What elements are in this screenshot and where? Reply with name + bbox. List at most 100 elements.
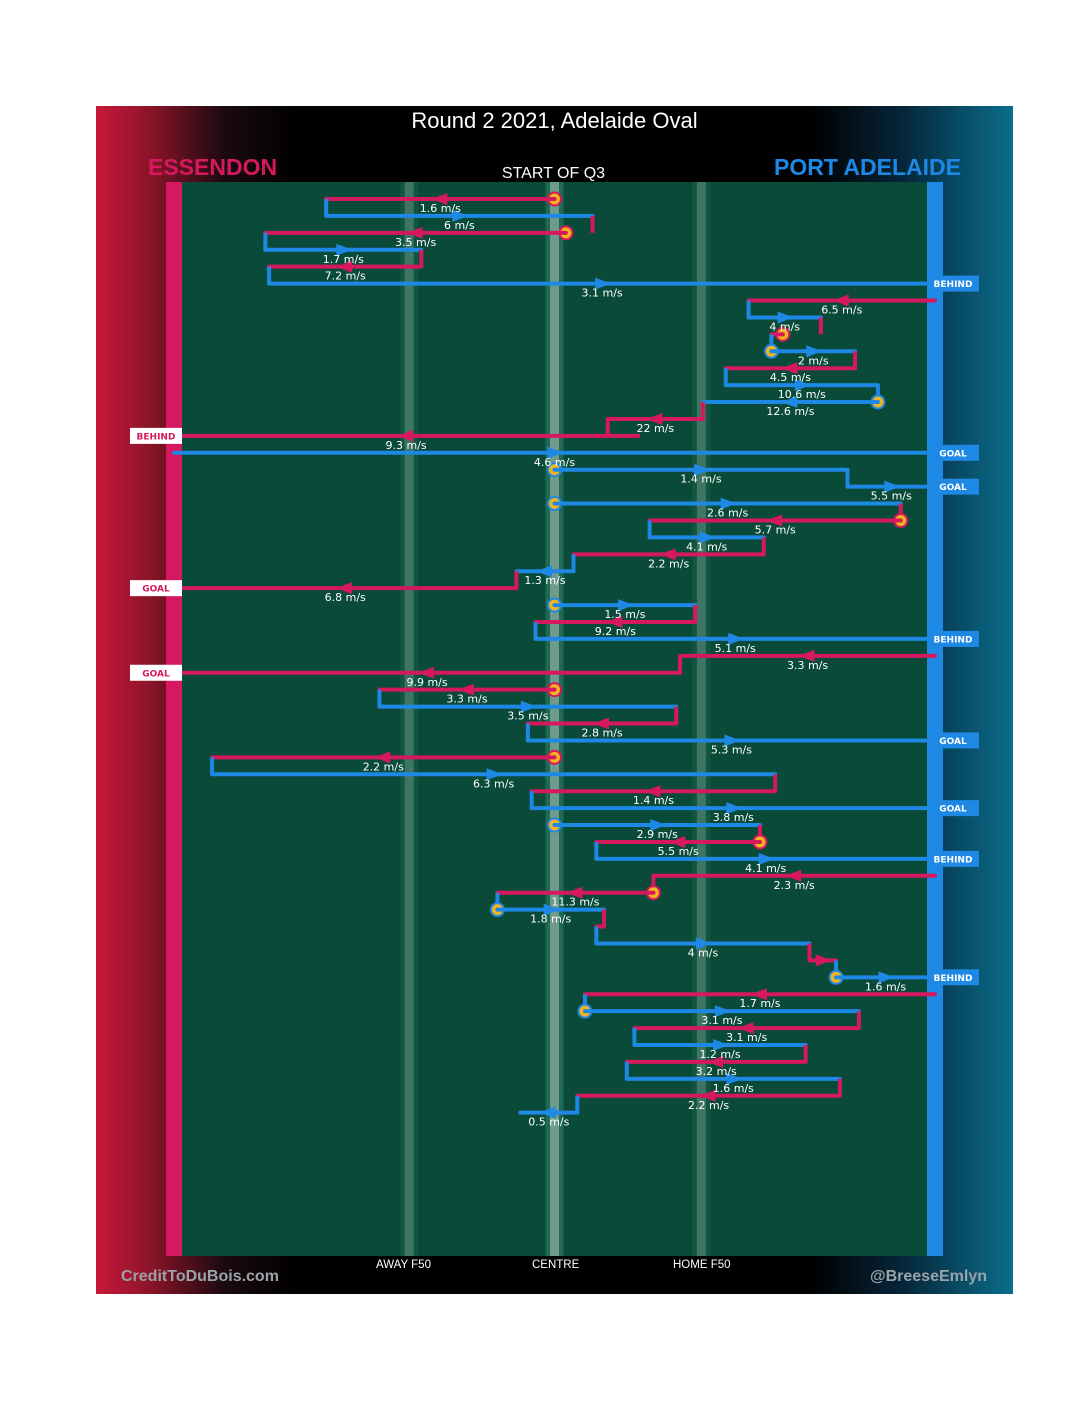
speed-label: 4.1 m/s (686, 540, 727, 553)
direction-arrow (457, 683, 474, 696)
speed-label: 1.6 m/s (420, 202, 461, 215)
outcome-badge (130, 664, 182, 681)
speed-label: 4.5 m/s (770, 371, 811, 384)
outcome-badge (927, 732, 979, 749)
speed-label: 7.2 m/s (325, 270, 366, 283)
direction-arrow (806, 345, 823, 358)
speed-label: 1.7 m/s (323, 253, 364, 266)
speed-label: 2.6 m/s (707, 507, 748, 520)
direction-arrow (397, 429, 414, 442)
speed-label: 5.7 m/s (755, 523, 796, 536)
speed-label: 9.3 m/s (386, 439, 427, 452)
direction-arrow (486, 768, 503, 781)
direction-arrow (720, 497, 737, 510)
speed-label: 2.2 m/s (648, 557, 689, 570)
direction-arrow (699, 531, 716, 544)
speed-label: 2.8 m/s (581, 727, 622, 740)
outcome-label: BEHIND (934, 635, 973, 645)
direction-arrow (884, 480, 901, 493)
period-label: START OF Q3 (501, 165, 606, 182)
speed-label: 5.3 m/s (711, 743, 752, 756)
outcome-label: BEHIND (137, 432, 176, 442)
direction-arrow (644, 785, 661, 798)
direction-arrow (695, 937, 712, 950)
possession-chain-chart: 1.6 m/s 6 m/s 3.5 m/s 1.7 m/s 7.2 m/s 3.1 m/s… (130, 182, 979, 1256)
direction-arrow (798, 649, 815, 662)
essendon-team-label: ESSENDON (148, 154, 278, 180)
direction-arrow (713, 1039, 730, 1051)
outcome-badge (927, 444, 979, 461)
speed-label: 3.5 m/s (507, 710, 548, 723)
direction-arrow (566, 886, 583, 899)
port-adelaide-team-label: PORT ADELAIDE (774, 154, 961, 180)
chain-lines (172, 191, 937, 1119)
zone-line (404, 182, 414, 1256)
direction-arrow (724, 734, 741, 747)
speed-label: 4 m/s (688, 946, 719, 959)
direction-arrow (547, 446, 564, 459)
speed-label: 3.3 m/s (446, 693, 487, 706)
direction-arrow (539, 1106, 556, 1119)
speed-label: 6.5 m/s (821, 304, 862, 317)
direction-arrow (781, 362, 798, 375)
speed-label: 2.9 m/s (637, 828, 678, 841)
direction-arrow (726, 1072, 743, 1085)
direction-arrow (699, 1089, 716, 1102)
speed-label: 2.2 m/s (363, 760, 404, 773)
port-adelaide-goal-line-bar (927, 182, 943, 1256)
speed-label: 2.2 m/s (688, 1099, 729, 1112)
zone-line (696, 182, 706, 1256)
direction-arrow (728, 632, 745, 645)
tick-label-away-f50: AWAY F50 (376, 1259, 431, 1271)
chain-poster: Round 2 2021, Adelaide Oval ESSENDON POR… (96, 106, 1013, 1294)
direction-arrow (785, 869, 802, 882)
outcome-label: GOAL (142, 669, 170, 679)
direction-arrow (794, 379, 811, 392)
speed-label: 4.1 m/s (745, 862, 786, 875)
speed-label: 1.4 m/s (680, 473, 721, 486)
speed-label: 3.1 m/s (701, 1014, 742, 1027)
direction-arrow (406, 226, 423, 239)
essendon-goal-line-bar (166, 182, 182, 1256)
direction-arrow (750, 988, 767, 1001)
speed-label: 1.7 m/s (739, 997, 780, 1010)
credit-website: CreditToDuBois.com (121, 1268, 279, 1285)
direction-arrow (781, 396, 798, 409)
direction-arrow (617, 599, 634, 612)
direction-arrow (669, 835, 686, 848)
outcome-badge (130, 580, 182, 597)
outcome-label: BEHIND (934, 280, 973, 290)
outcome-label: BEHIND (934, 855, 973, 865)
speed-label: 0.5 m/s (528, 1116, 569, 1129)
speed-label: 2 m/s (798, 354, 829, 367)
zone-line (550, 182, 559, 1256)
direction-arrow (650, 819, 667, 832)
outcome-badge (927, 850, 979, 867)
direction-arrow (431, 193, 448, 205)
chain-labels: 1.6 m/s 6 m/s 3.5 m/s 1.7 m/s 7.2 m/s 3.1 m/s… (130, 202, 979, 1129)
outcome-label: GOAL (939, 805, 967, 815)
speed-label: 5.5 m/s (658, 845, 699, 858)
direction-arrow (646, 412, 663, 425)
credit-twitter-handle: @BreeseEmlyn (870, 1268, 987, 1285)
speed-label: 5.1 m/s (715, 642, 756, 655)
direction-arrow (336, 582, 353, 595)
speed-label: 3.5 m/s (395, 236, 436, 249)
speed-label: 11.3 m/s (551, 896, 599, 909)
speed-label: 1.8 m/s (530, 913, 571, 926)
direction-arrow (707, 1055, 724, 1068)
outcome-badge (927, 969, 979, 986)
direction-arrow (714, 1005, 731, 1018)
speed-label: 1.3 m/s (524, 574, 565, 587)
speed-label: 3.1 m/s (726, 1031, 767, 1044)
direction-arrow (374, 751, 391, 764)
speed-label: 1.6 m/s (713, 1082, 754, 1095)
speed-label: 2.3 m/s (774, 879, 815, 892)
speed-label: 3.2 m/s (696, 1065, 737, 1078)
outcome-badge (130, 427, 182, 444)
chart-title: Round 2 2021, Adelaide Oval (411, 108, 698, 133)
direction-arrow (766, 514, 783, 527)
direction-arrow (593, 717, 610, 730)
outcome-badge (927, 275, 979, 292)
speed-label: 3.8 m/s (713, 811, 754, 824)
